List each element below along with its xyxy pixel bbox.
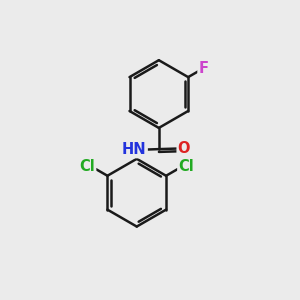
Text: Cl: Cl: [80, 159, 95, 174]
Text: O: O: [178, 141, 190, 156]
Text: F: F: [199, 61, 208, 76]
Text: HN: HN: [122, 142, 147, 157]
Text: Cl: Cl: [178, 159, 194, 174]
